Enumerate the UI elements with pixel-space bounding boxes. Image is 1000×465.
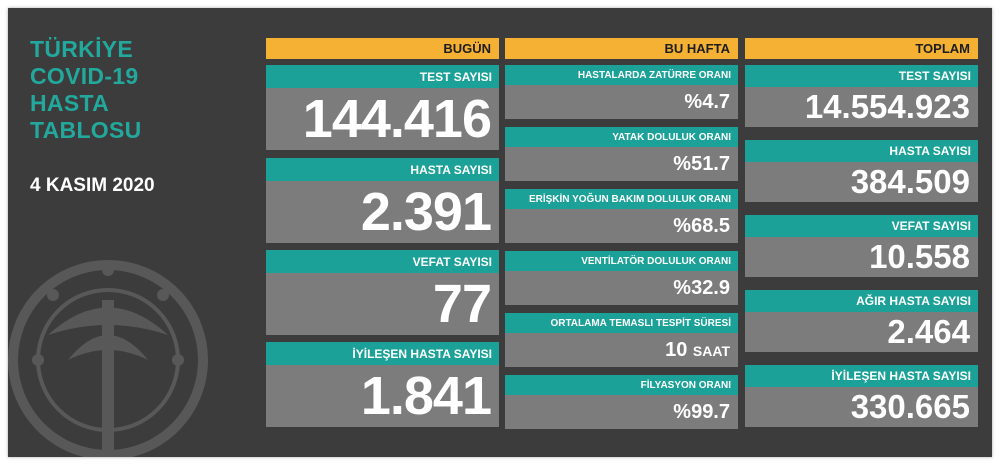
card-label: FİLYASYON ORANI	[505, 375, 738, 395]
card-value: 10.558	[869, 238, 970, 275]
today-cases-card: HASTA SAYISI 2.391	[266, 158, 499, 243]
card-value: %99.7	[505, 395, 738, 429]
card-value: 14.554.923	[804, 88, 970, 125]
this-week-header: BU HAFTA	[505, 38, 738, 59]
value-number: %51.7	[673, 153, 730, 175]
card-label: HASTA SAYISI	[266, 158, 499, 181]
covid-table-panel: TÜRKİYE COVID-19 HASTA TABLOSU 4 KASIM 2…	[8, 8, 992, 457]
total-severe-card: AĞIR HASTA SAYISI 2.464	[745, 290, 978, 352]
card-value: 144.416	[302, 89, 492, 149]
card-label: ERİŞKİN YOĞUN BAKIM DOLULUK ORANI	[505, 189, 738, 209]
today-column: BUGÜN TEST SAYISI 144.416 HASTA SAYISI 2…	[266, 38, 499, 427]
title-line: HASTA	[30, 90, 110, 116]
card-value: 77	[432, 274, 492, 334]
card-label: VEFAT SAYISI	[266, 250, 499, 273]
card-label: AĞIR HASTA SAYISI	[745, 290, 978, 312]
value-number: %32.9	[673, 277, 730, 299]
total-test-card: TEST SAYISI 14.554.923	[745, 65, 978, 127]
card-value: %32.9	[505, 271, 738, 305]
value-number: %4.7	[684, 91, 730, 113]
total-deaths-card: VEFAT SAYISI 10.558	[745, 215, 978, 277]
card-label: İYİLEŞEN HASTA SAYISI	[266, 342, 499, 365]
card-value: 1.841	[360, 366, 492, 426]
card-label: TEST SAYISI	[745, 65, 978, 87]
title-line: TÜRKİYE	[30, 36, 134, 62]
today-test-card: TEST SAYISI 144.416	[266, 65, 499, 150]
total-column: TOPLAM TEST SAYISI 14.554.923 HASTA SAYI…	[745, 38, 978, 427]
card-value: %51.7	[505, 147, 738, 181]
card-value: 384.509	[850, 163, 970, 200]
card-value: 2.391	[360, 182, 492, 242]
card-label: TEST SAYISI	[266, 65, 499, 88]
card-value: %4.7	[505, 85, 738, 119]
card-label: HASTA SAYISI	[745, 140, 978, 162]
card-label: VEFAT SAYISI	[745, 215, 978, 237]
today-header: BUGÜN	[266, 38, 499, 59]
week-bed-occupancy-card: YATAK DOLULUK ORANI %51.7	[505, 127, 738, 181]
card-value: 330.665	[850, 388, 970, 425]
card-label: YATAK DOLULUK ORANI	[505, 127, 738, 147]
card-value: %68.5	[505, 209, 738, 243]
value-number: %99.7	[673, 401, 730, 423]
week-contact-time-card: ORTALAMA TEMASLI TESPİT SÜRESİ 10 SAAT	[505, 313, 738, 367]
total-cases-card: HASTA SAYISI 384.509	[745, 140, 978, 202]
value-unit: SAAT	[692, 343, 730, 359]
value-number: %68.5	[673, 215, 730, 237]
title-line: COVID-19	[30, 63, 139, 89]
card-value: 2.464	[887, 313, 970, 350]
report-date: 4 KASIM 2020	[30, 175, 155, 196]
week-filiation-card: FİLYASYON ORANI %99.7	[505, 375, 738, 429]
today-recovered-card: İYİLEŞEN HASTA SAYISI 1.841	[266, 342, 499, 427]
week-pneumonia-card: HASTALARDA ZATÜRRE ORANI %4.7	[505, 65, 738, 119]
card-label: VENTİLATÖR DOLULUK ORANI	[505, 251, 738, 271]
page-title: TÜRKİYE COVID-19 HASTA TABLOSU	[30, 36, 142, 144]
card-label: ORTALAMA TEMASLI TESPİT SÜRESİ	[505, 313, 738, 333]
week-icu-occupancy-card: ERİŞKİN YOĞUN BAKIM DOLULUK ORANI %68.5	[505, 189, 738, 243]
ministry-emblem-icon	[8, 260, 208, 457]
card-label: HASTALARDA ZATÜRRE ORANI	[505, 65, 738, 85]
week-ventilator-card: VENTİLATÖR DOLULUK ORANI %32.9	[505, 251, 738, 305]
title-line: TABLOSU	[30, 117, 142, 143]
today-deaths-card: VEFAT SAYISI 77	[266, 250, 499, 335]
card-label: İYİLEŞEN HASTA SAYISI	[745, 365, 978, 387]
this-week-column: BU HAFTA HASTALARDA ZATÜRRE ORANI %4.7 Y…	[505, 38, 738, 429]
total-header: TOPLAM	[745, 38, 978, 59]
total-recovered-card: İYİLEŞEN HASTA SAYISI 330.665	[745, 365, 978, 427]
value-number: 10	[665, 339, 688, 361]
card-value: 10 SAAT	[505, 333, 738, 367]
